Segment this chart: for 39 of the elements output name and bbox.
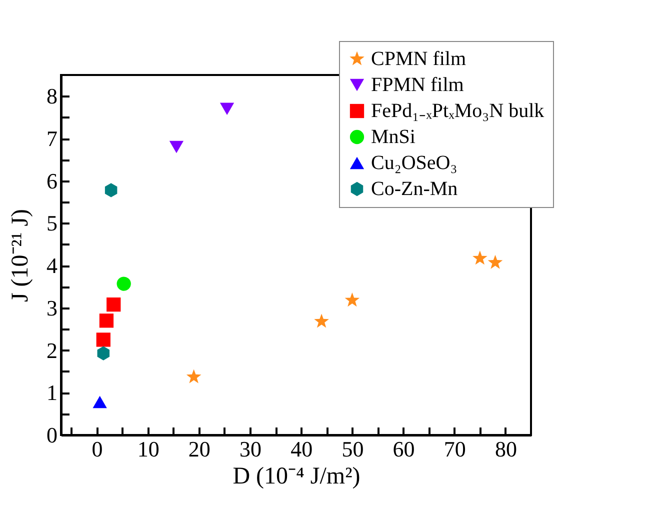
point (169, 140, 184, 154)
y-axis-title: J (10⁻²¹ J) (8, 208, 34, 302)
point (97, 346, 110, 360)
y-tick-label: 8 (46, 84, 58, 109)
point (92, 396, 107, 408)
point (220, 102, 234, 116)
legend-label: FPMN film (371, 74, 464, 96)
x-axis-title: D (10⁻⁴ J/m²) (232, 464, 360, 490)
point (106, 297, 121, 312)
y-tick-label: 1 (46, 380, 58, 406)
y-tick-label: 3 (46, 295, 58, 320)
y-tick-label: 7 (46, 126, 58, 152)
legend-label: Co-Zn-Mn (371, 178, 458, 200)
point (314, 314, 329, 328)
y-tick-label: 2 (46, 338, 58, 363)
point (116, 276, 131, 291)
x-tick-label: 20 (188, 436, 210, 462)
x-tick-label: 0 (92, 436, 103, 462)
legend-label: Cu₂OSeO₃ (371, 152, 458, 174)
point (96, 332, 110, 347)
x-tick-label: 60 (392, 436, 415, 462)
x-tick-label: 10 (137, 436, 160, 462)
legend-label: MnSi (371, 126, 416, 148)
y-tick-label: 6 (46, 168, 58, 194)
legend-label: FePd₁₋ₓPtₓMo₃N bulk (371, 100, 544, 122)
y-tick-label: 5 (46, 210, 58, 236)
point (104, 183, 118, 198)
legend-label: CPMN film (371, 48, 466, 70)
point (488, 254, 503, 269)
x-tick-label: 40 (290, 436, 313, 462)
x-tick-label: 50 (342, 436, 364, 462)
point (472, 250, 488, 265)
point (99, 314, 114, 328)
x-tick-label: 70 (444, 436, 466, 462)
x-tick-label: 80 (494, 436, 517, 462)
point (186, 369, 202, 384)
y-tick-label: 4 (46, 253, 58, 278)
x-tick-label: 30 (240, 436, 262, 462)
point (344, 292, 360, 307)
